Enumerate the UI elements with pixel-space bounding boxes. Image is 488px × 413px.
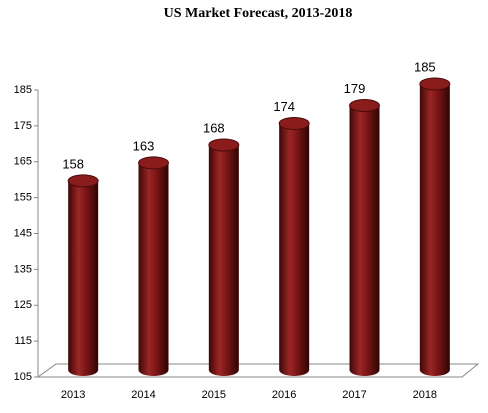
value-label: 163 — [133, 138, 155, 153]
bar-top — [419, 77, 451, 91]
y-tick-label: 175 — [14, 120, 32, 132]
x-tick-label: 2013 — [61, 389, 85, 401]
bar-top — [67, 174, 99, 188]
bar — [279, 123, 310, 377]
x-tick-label: 2018 — [413, 389, 437, 401]
floor — [36, 363, 480, 378]
y-tick-label: 125 — [14, 299, 32, 311]
value-label: 185 — [414, 59, 436, 74]
value-label: 158 — [62, 156, 84, 171]
x-tick-label: 2015 — [202, 389, 226, 401]
value-label: 174 — [273, 99, 295, 114]
bar — [208, 144, 239, 376]
bar-top — [278, 116, 310, 130]
y-tick-label: 145 — [14, 227, 32, 239]
chart-title: US Market Forecast, 2013-2018 — [164, 6, 353, 21]
bar-top — [138, 156, 169, 170]
y-tick-label: 155 — [14, 192, 32, 204]
x-tick-label: 2017 — [342, 389, 366, 401]
bar — [349, 105, 380, 377]
y-tick-label: 185 — [14, 84, 32, 96]
bar-top — [208, 138, 240, 152]
y-tick-label: 135 — [14, 263, 32, 275]
bar — [68, 180, 99, 376]
value-label: 168 — [203, 120, 225, 135]
bar — [419, 84, 450, 376]
x-tick-label: 2016 — [272, 389, 296, 401]
value-label: 179 — [344, 81, 366, 96]
y-tick-label: 115 — [14, 335, 32, 347]
y-tick-label: 105 — [14, 371, 32, 383]
x-tick-label: 2014 — [131, 389, 155, 401]
bar — [138, 162, 169, 376]
y-tick-label: 165 — [14, 156, 32, 168]
bar-top — [349, 99, 380, 113]
